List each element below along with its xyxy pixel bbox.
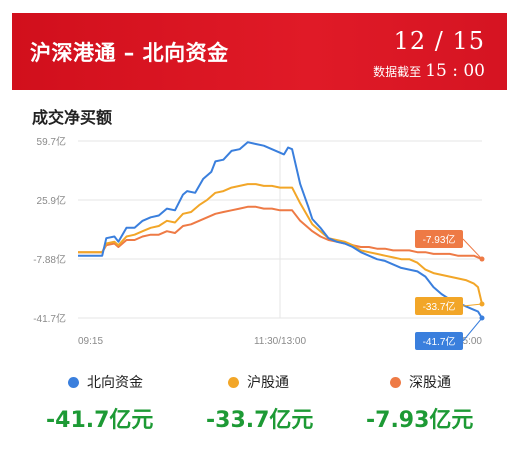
end-point-sz [479, 256, 485, 262]
series-line-sh[interactable] [78, 183, 483, 305]
date-display: 12 / 15 [393, 27, 485, 55]
page-title: 沪深港通 – 北向资金 [30, 41, 229, 65]
data-as-of: 数据截至 15 : 00 [373, 61, 485, 81]
section-title: 成交净买额 [32, 108, 113, 127]
legend-label-north: 北向资金 [87, 375, 143, 391]
legend-label-sh: 沪股通 [247, 375, 289, 391]
end-label-sh: -33.7亿 [423, 300, 456, 313]
sz-net-value: -7.93亿元 [366, 408, 474, 433]
end-label-box-sh [415, 297, 463, 315]
end-label-leader [462, 317, 483, 342]
header-banner: 沪深港通 – 北向资金 12 / 15 数据截至 15 : 00 [12, 13, 507, 90]
north-net-value: -41.7亿元 [46, 408, 154, 433]
x-tick-label: 11:30/13:00 [254, 336, 307, 347]
end-label-box-sz [415, 230, 463, 248]
end-label-leader [462, 303, 483, 307]
as-of-label: 数据截至 [373, 65, 422, 79]
sh-net-value: -33.7亿元 [206, 408, 314, 433]
end-point-sh [479, 301, 485, 307]
end-point-north [479, 315, 485, 321]
values-row: -41.7亿元 -33.7亿元 -7.93亿元 [0, 398, 519, 438]
y-tick-label: -7.88亿 [33, 253, 66, 266]
legend-label-sz: 深股通 [409, 375, 451, 391]
end-label-box-north [415, 332, 463, 350]
legend-dot-sz [390, 377, 401, 388]
y-tick-label: 59.7亿 [37, 135, 66, 148]
net-buy-chart[interactable]: 59.7亿 25.9亿 -7.88亿 -41.7亿 09:15 11:30/13:00 15… [0, 125, 519, 357]
legend-dot-north [68, 377, 79, 388]
legend-item-sz[interactable]: 深股通 [390, 372, 451, 392]
legend-item-sh[interactable]: 沪股通 [228, 372, 289, 392]
y-tick-label: -41.7亿 [33, 312, 66, 325]
end-label-sz: -7.93亿 [423, 233, 456, 246]
y-tick-label: 25.9亿 [37, 194, 66, 207]
legend: 北向资金 沪股通 深股通 [0, 366, 519, 396]
as-of-time: 15 : 00 [425, 61, 485, 81]
series-line-north[interactable] [78, 141, 483, 319]
end-label-leader [462, 238, 483, 260]
end-label-north: -41.7亿 [423, 335, 456, 348]
x-tick-label: 09:15 [78, 336, 103, 347]
legend-dot-sh [228, 377, 239, 388]
series-line-sz[interactable] [78, 205, 483, 261]
legend-item-north[interactable]: 北向资金 [68, 372, 143, 392]
x-tick-label: 15:00 [457, 336, 482, 347]
